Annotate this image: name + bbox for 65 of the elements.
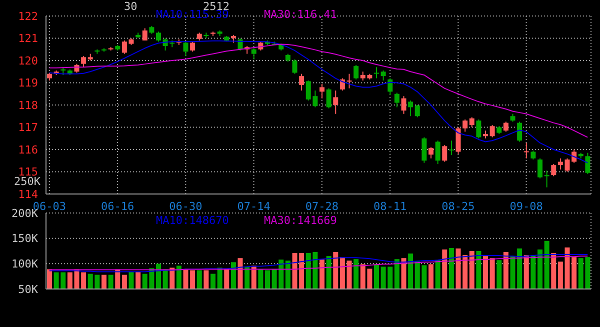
y-tick-label: 50K	[18, 282, 38, 296]
candlestick	[388, 78, 393, 96]
candlestick	[251, 48, 256, 60]
candlestick	[558, 158, 563, 170]
candlestick	[156, 31, 161, 42]
y-tick-label: 114	[18, 188, 38, 201]
series-label: MA10:115.39	[156, 8, 229, 21]
candlestick	[183, 41, 188, 57]
candlestick	[469, 116, 474, 128]
candlestick	[490, 124, 495, 138]
x-tick-label: 06-30	[169, 200, 202, 213]
candlestick	[462, 118, 468, 132]
candlestick	[585, 152, 590, 174]
x-tick-label: 09-08	[510, 200, 543, 213]
candlestick	[326, 88, 332, 109]
candlestick	[422, 136, 427, 164]
candlestick	[142, 28, 148, 41]
text: MA30:141669	[264, 214, 337, 227]
candlestick	[394, 92, 400, 108]
x-tick-label: 07-14	[237, 200, 271, 213]
x-tick-label: 07-28	[305, 200, 338, 213]
text: MA10:148670	[156, 214, 229, 227]
candlestick	[538, 158, 542, 179]
candlestick	[122, 40, 127, 54]
y-tick-label: 116	[18, 143, 38, 156]
candlestick	[517, 121, 522, 142]
candlestick	[320, 83, 324, 99]
x-tick-label: 06-16	[100, 200, 134, 213]
y-tick-label: 120	[18, 54, 38, 68]
candlestick	[544, 170, 550, 188]
candlestick	[346, 73, 352, 89]
candlestick	[448, 140, 454, 156]
y-tick-label: 119	[18, 76, 38, 90]
text: MA30:116.41	[264, 8, 337, 21]
text: 250K	[14, 175, 40, 188]
text: 30	[124, 0, 138, 13]
candlestick	[456, 126, 461, 154]
candlestick	[408, 100, 414, 117]
x-tick-label: 08-11	[373, 200, 407, 213]
line-series	[48, 44, 588, 138]
candlestick	[503, 121, 508, 132]
candlestick	[442, 144, 448, 162]
candlestick	[292, 58, 298, 74]
candlestick	[333, 90, 338, 114]
candlestick	[476, 118, 482, 139]
candlestick	[428, 146, 434, 159]
candlestick	[401, 96, 406, 114]
x-tick-label: 08-25	[442, 200, 475, 213]
candlestick	[414, 104, 420, 118]
candlestick	[435, 140, 440, 164]
candlestick	[81, 56, 86, 68]
candlestick	[524, 142, 529, 159]
y-tick-label: 118	[18, 98, 38, 112]
candlestick	[374, 66, 379, 79]
candlestick	[204, 32, 209, 39]
y-tick-label: 150K	[12, 232, 38, 246]
candlestick	[380, 70, 386, 82]
candlestick	[299, 73, 304, 92]
y-tick-label: 122	[18, 10, 38, 23]
y-tick-label: 121	[18, 32, 38, 46]
candlestick	[551, 163, 556, 177]
y-tick-label: 117	[18, 121, 38, 134]
candlestick	[354, 64, 359, 80]
candlestick	[190, 41, 196, 52]
y-tick-label: 100K	[12, 258, 38, 271]
